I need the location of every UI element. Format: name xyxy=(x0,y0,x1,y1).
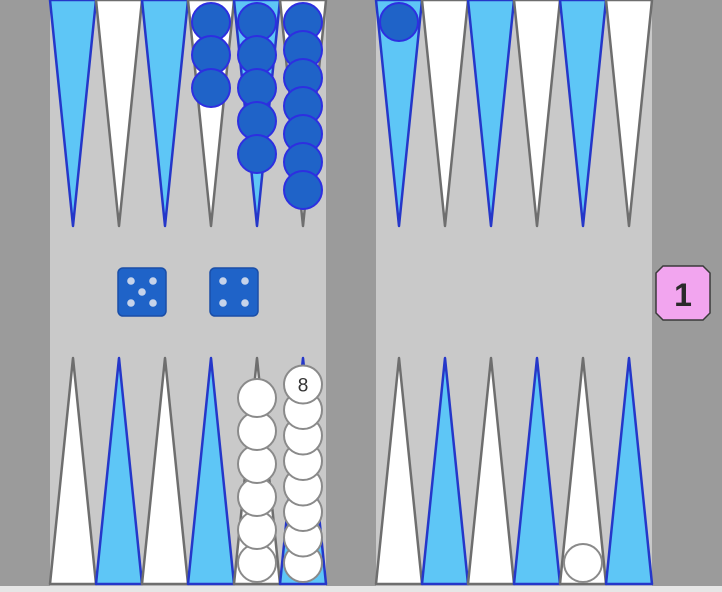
die-pip xyxy=(219,277,227,285)
checker-blue[interactable] xyxy=(283,170,323,210)
point-top-left-1[interactable] xyxy=(48,0,98,228)
die-pip xyxy=(241,299,249,307)
checker-blue[interactable] xyxy=(191,68,231,108)
point-bottom-right-6[interactable] xyxy=(604,356,654,586)
checker-blue[interactable] xyxy=(379,2,419,42)
point-top-right-3[interactable] xyxy=(466,0,516,228)
point-bottom-left-3[interactable] xyxy=(140,356,190,586)
point-bottom-left-4[interactable] xyxy=(186,356,236,586)
die-pip xyxy=(241,277,249,285)
point-top-right-5[interactable] xyxy=(558,0,608,228)
die-pip xyxy=(127,277,135,285)
die-pip xyxy=(127,299,135,307)
point-top-right-4[interactable] xyxy=(512,0,562,228)
point-top-right-6[interactable] xyxy=(604,0,654,228)
checker-white[interactable] xyxy=(237,378,277,418)
doubling-cube[interactable]: 1 xyxy=(655,265,711,321)
die-pip xyxy=(219,299,227,307)
point-bottom-right-4[interactable] xyxy=(512,356,562,586)
die-pip xyxy=(149,299,157,307)
point-top-left-3[interactable] xyxy=(140,0,190,228)
point-top-left-2[interactable] xyxy=(94,0,144,228)
point-bottom-right-2[interactable] xyxy=(420,356,470,586)
bottom-strip xyxy=(0,586,722,592)
point-bottom-right-1[interactable] xyxy=(374,356,424,586)
left-half-surface xyxy=(50,0,326,586)
point-bottom-left-2[interactable] xyxy=(94,356,144,586)
dice-group xyxy=(117,267,259,317)
point-bottom-right-5[interactable] xyxy=(558,356,608,586)
right-half-surface xyxy=(376,0,652,586)
die-pip xyxy=(149,277,157,285)
checkers-layer: 8 xyxy=(191,2,603,583)
die-left[interactable] xyxy=(117,267,167,317)
checker-blue[interactable] xyxy=(237,134,277,174)
checker-white[interactable] xyxy=(283,364,323,405)
point-top-right-2[interactable] xyxy=(420,0,470,228)
die-pip xyxy=(138,288,146,296)
die-right[interactable] xyxy=(209,267,259,317)
point-top-right-1[interactable] xyxy=(374,0,424,228)
checker-white[interactable] xyxy=(563,543,603,583)
checker-stack-count: 8 xyxy=(298,376,309,397)
doubling-cube-value: 1 xyxy=(674,277,692,313)
point-bottom-right-3[interactable] xyxy=(466,356,516,586)
point-bottom-left-1[interactable] xyxy=(48,356,98,586)
